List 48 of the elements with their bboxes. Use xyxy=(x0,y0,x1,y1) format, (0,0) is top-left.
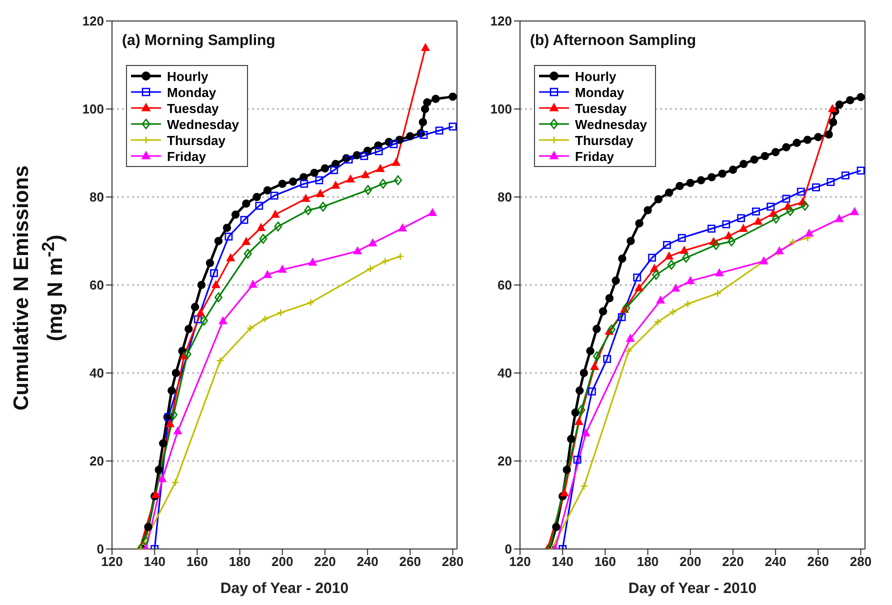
y-tick-label: 120 xyxy=(490,14,512,29)
y-tick-label: 0 xyxy=(96,542,104,557)
x-tick-label: 180 xyxy=(636,554,659,570)
y-tick-label: 0 xyxy=(504,542,512,557)
x-tick-label: 180 xyxy=(228,554,251,570)
x-tick-label: 200 xyxy=(680,554,702,570)
x-axis-title: Day of Year - 2010 xyxy=(628,580,757,597)
text: (a) Morning Sampling xyxy=(122,32,276,49)
y-tick-label: 40 xyxy=(90,366,104,381)
x-tick-label: 220 xyxy=(722,554,744,570)
y-tick-label: 100 xyxy=(490,102,512,117)
legend-label: Monday xyxy=(575,84,624,100)
y-tick-label: 80 xyxy=(90,190,104,205)
x-tick-label: 280 xyxy=(442,554,464,570)
y-tick-label: 40 xyxy=(498,366,512,381)
text: (b) Afternoon Sampling xyxy=(530,32,696,49)
legend-label: Thursday xyxy=(575,132,634,148)
y-tick-label: 80 xyxy=(498,190,512,205)
x-tick-label: 160 xyxy=(186,554,208,570)
x-tick-label: 220 xyxy=(314,554,336,570)
legend-label: Hourly xyxy=(167,68,208,84)
x-tick-label: 120 xyxy=(509,554,531,570)
x-tick-label: 140 xyxy=(144,554,166,570)
legend-label: Wednesday xyxy=(167,116,240,132)
legend-label: Friday xyxy=(167,148,206,164)
x-tick-label: 260 xyxy=(399,554,421,570)
legend-label: Wednesday xyxy=(575,116,648,132)
legend-label: Tuesday xyxy=(167,100,219,116)
legend-label: Friday xyxy=(575,148,614,164)
y-tick-label: 100 xyxy=(82,102,104,117)
legend-label: Thursday xyxy=(167,132,226,148)
x-tick-label: 160 xyxy=(594,554,616,570)
legend-label: Monday xyxy=(167,84,216,100)
legend-label: Tuesday xyxy=(575,100,627,116)
x-tick-label: 120 xyxy=(101,554,123,570)
x-tick-label: 200 xyxy=(272,554,294,570)
x-tick-label: 240 xyxy=(356,554,378,570)
x-tick-label: 260 xyxy=(807,554,829,570)
y-tick-label: 20 xyxy=(90,454,104,469)
x-axis-title: Day of Year - 2010 xyxy=(220,580,349,597)
y-tick-label: 120 xyxy=(82,14,104,29)
y-tick-label: 20 xyxy=(498,454,512,469)
y-tick-label: 60 xyxy=(498,278,512,293)
legend-label: Hourly xyxy=(575,68,616,84)
y-tick-label: 60 xyxy=(90,278,104,293)
x-tick-label: 280 xyxy=(850,554,872,570)
x-tick-label: 140 xyxy=(552,554,574,570)
x-tick-label: 240 xyxy=(764,554,786,570)
